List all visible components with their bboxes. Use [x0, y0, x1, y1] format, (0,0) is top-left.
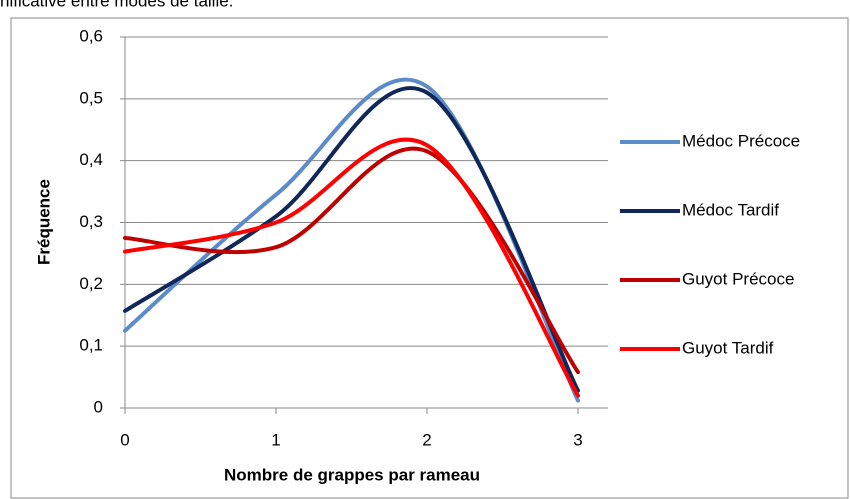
x-tick-label: 0 [120, 430, 129, 449]
legend-label: Médoc Précoce [682, 131, 800, 150]
y-tick-label: 0 [94, 397, 103, 416]
y-tick-label: 0,1 [79, 336, 103, 355]
y-axis-title: Fréquence [34, 179, 53, 265]
legend-label: Médoc Tardif [682, 200, 779, 219]
x-tick-label: 3 [573, 430, 582, 449]
series-line [123, 86, 580, 393]
caption-fragment: nificative entre modes de taille. [0, 0, 233, 10]
x-tick-label: 1 [271, 430, 280, 449]
x-axis-title: Nombre de grappes par rameau [224, 465, 480, 484]
series-line [123, 146, 580, 375]
x-tick-label: 2 [422, 430, 431, 449]
legend-label: Guyot Tardif [682, 338, 774, 357]
series-line [123, 137, 580, 398]
y-tick-label: 0,6 [79, 26, 103, 45]
y-tick-label: 0,4 [79, 150, 103, 169]
chart-frame [10, 17, 849, 499]
legend-label: Guyot Précoce [682, 269, 794, 288]
y-tick-label: 0,5 [79, 88, 103, 107]
y-tick-label: 0,3 [79, 212, 103, 231]
y-tick-label: 0,2 [79, 274, 103, 293]
